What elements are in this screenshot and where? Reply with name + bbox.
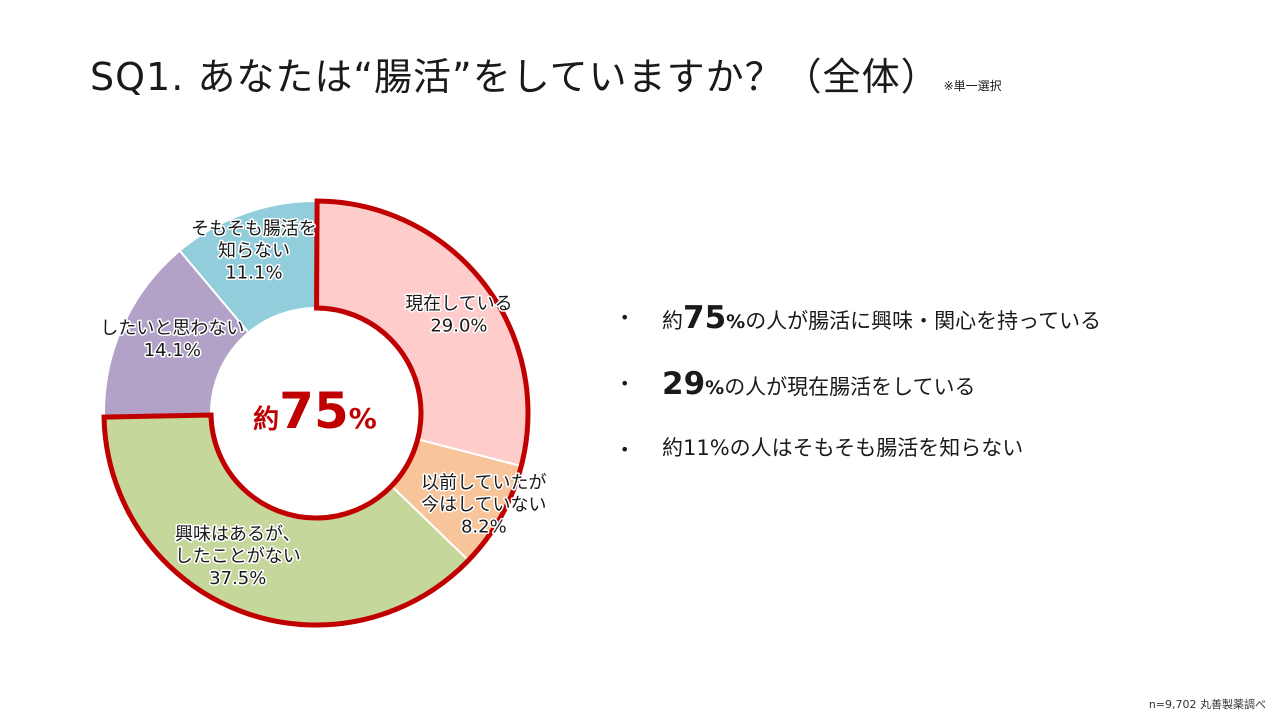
summary-2-number: 29 [662,366,706,402]
summary-1-unit: % [726,311,746,333]
summary-1-number: 75 [683,300,727,336]
slice-value-4: 14.1% [144,340,201,361]
donut-slice-4 [103,249,250,418]
slice-category-1: 現在している [405,293,512,314]
slice-category-5: 知らない [218,241,290,262]
slice-label-1: 現在している 29.0% [405,293,512,336]
center-prefix: 約 [253,405,280,435]
highlight-outline [101,198,531,628]
summary-item-1: 約75%の人が腸活に興味・関心を持っている [620,300,1101,366]
page-title: SQ1. あなたは“腸活”をしていますか？（全体） ※単一選択 [90,46,1002,101]
slice-category-2: 以前していたが [421,472,546,493]
center-value: 75 [279,382,349,440]
title-text: SQ1. あなたは“腸活”をしていますか？（全体） [90,55,940,99]
center-unit: % [348,402,377,435]
slice-label-3: 興味はあるが、したことがない 37.5% [175,524,301,589]
slice-category-3: したことがない [175,546,301,567]
slice-label-4: したいと思わない 14.1% [100,318,244,361]
slice-value-1: 29.0% [430,315,487,336]
slice-label-5: そもそも腸活を知らない 11.1% [191,219,317,284]
summary-1-text: の人が腸活に興味・関心を持っている [745,309,1102,333]
summary-3-text: 約11%の人はそもそも腸活を知らない [662,436,1024,460]
slice-category-4: したいと思わない [100,318,244,339]
donut-chart: 現在している 29.0% 以前していたが今はしていない 8.2% 興味はあるが、したこと… [99,198,548,628]
slice-value-2: 8.2% [461,516,507,537]
summary-2-text: の人が現在腸活をしている [724,375,976,399]
summary-1-prefix: 約 [662,309,683,333]
summary-item-2: 29%の人が現在腸活をしている [620,366,1101,432]
slice-labels: 現在している 29.0% 以前していたが今はしていない 8.2% 興味はあるが、したこと… [99,217,548,590]
summary-2-unit: % [705,377,725,399]
donut-center-label: 約75% [215,382,415,440]
summary-item-3: 約11%の人はそもそも腸活を知らない [620,432,1101,498]
slice-category-2: 今はしていない [421,494,546,515]
source-note: n=9,702 丸善製薬調べ [1148,698,1266,711]
slice-category-3: 興味はあるが、 [175,524,301,545]
title-note: ※単一選択 [943,79,1002,93]
summary-list: 約75%の人が腸活に興味・関心を持っている 29%の人が現在腸活をしている 約1… [620,300,1101,498]
slice-label-2: 以前していたが今はしていない 8.2% [421,472,546,537]
slice-value-3: 37.5% [209,568,266,589]
slice-category-5: そもそも腸活を [191,219,317,240]
slice-value-5: 11.1% [225,263,282,284]
